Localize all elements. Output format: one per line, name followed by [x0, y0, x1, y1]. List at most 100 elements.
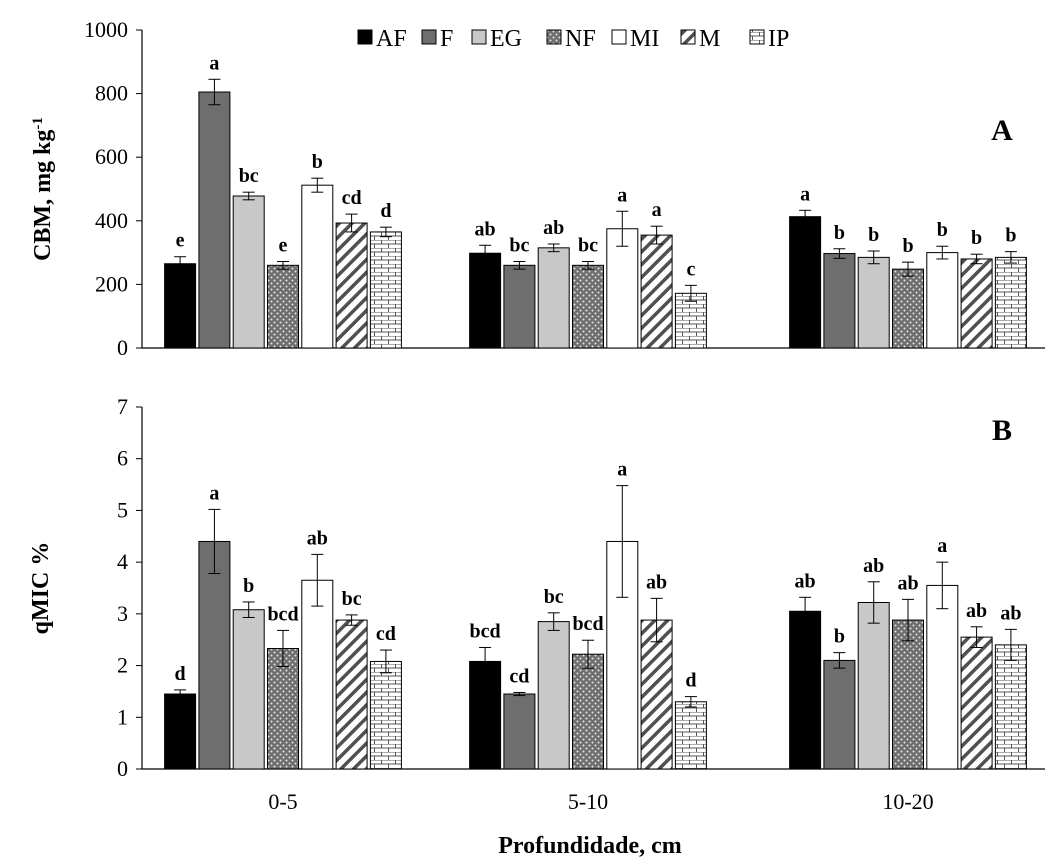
bar-eg-0-5-b	[232, 609, 265, 770]
bar-f-5-10-b	[503, 693, 536, 770]
bar-mi-0-5-a	[301, 184, 334, 349]
legend-swatch-af	[357, 29, 373, 45]
bar-af-0-5-b	[164, 693, 197, 770]
bar-af-5-10-b	[469, 660, 502, 770]
significance-letter-b: bc	[544, 586, 564, 608]
significance-letter-b: a	[937, 535, 947, 557]
significance-letter-b: ab	[646, 571, 667, 593]
y-tick-label-b: 5	[117, 497, 128, 522]
significance-letter-a: d	[380, 200, 391, 222]
significance-letter-b: d	[175, 663, 186, 685]
significance-letter-b: bc	[342, 588, 362, 610]
y-tick-label-a: 400	[95, 208, 128, 233]
legend-swatch-nf	[546, 29, 562, 45]
significance-letter-a: a	[209, 52, 219, 74]
bar-nf-0-5-b	[267, 648, 299, 770]
significance-letter-b: ab	[966, 600, 987, 622]
bar-af-5-10-a	[469, 252, 502, 349]
bar-eg-5-10-b	[537, 621, 570, 770]
significance-letter-a: c	[686, 258, 695, 280]
significance-letter-a: ab	[543, 217, 564, 239]
bar-f-10-20-b	[823, 659, 856, 770]
y-tick-label-b: 6	[117, 446, 128, 471]
significance-letter-b: a	[617, 459, 627, 481]
bar-ip-5-10-a	[674, 292, 707, 349]
y-tick-label-a: 1000	[84, 17, 128, 42]
bar-ip-10-20-a	[994, 256, 1027, 349]
bar-nf-5-10-b	[572, 653, 604, 770]
significance-letter-b: b	[834, 626, 845, 648]
significance-letter-b: ab	[307, 527, 328, 549]
bar-m-0-5-b	[335, 619, 368, 770]
x-axis-title: Profundidade, cm	[498, 833, 682, 859]
significance-letter-b: cd	[376, 623, 396, 645]
x-tick-label: 0-5	[268, 789, 297, 814]
bar-af-0-5-a	[164, 263, 197, 349]
legend-label-m: M	[699, 26, 720, 52]
y-tick-label-b: 2	[117, 653, 128, 678]
bar-eg-10-20-b	[857, 601, 890, 770]
y-tick-label-b: 3	[117, 601, 128, 626]
significance-letter-b: ab	[863, 555, 884, 577]
bar-mi-5-10-a	[606, 228, 639, 349]
legend-label-mi: MI	[630, 26, 659, 52]
significance-letter-a: b	[971, 227, 982, 249]
y-tick-label-a: 800	[95, 81, 128, 106]
bar-mi-10-20-a	[926, 252, 959, 349]
bar-eg-0-5-a	[232, 195, 265, 349]
bar-eg-5-10-a	[537, 247, 570, 349]
bar-eg-10-20-a	[857, 256, 890, 349]
significance-letter-b: bcd	[470, 620, 501, 642]
y-tick-label-b: 1	[117, 704, 128, 729]
significance-letter-a: b	[868, 224, 879, 246]
significance-letter-a: e	[176, 230, 185, 252]
y-axis-title-superscript: -1	[30, 117, 46, 130]
legend-label-ip: IP	[768, 26, 789, 52]
significance-letter-a: bc	[509, 235, 529, 257]
legend-swatch-mi	[611, 29, 627, 45]
bar-m-0-5-a	[335, 222, 368, 349]
bar-nf-10-20-b	[892, 619, 924, 770]
significance-letter-b: ab	[897, 572, 918, 594]
legend-label-af: AF	[376, 26, 407, 52]
significance-letter-b: a	[209, 482, 219, 504]
panel-label-a: A	[991, 114, 1013, 147]
bar-m-10-20-b	[960, 636, 993, 770]
significance-letter-a: a	[652, 199, 662, 221]
significance-letter-a: e	[279, 235, 288, 257]
legend: AF F EG NF MI M IP	[357, 26, 789, 52]
significance-letter-a: bc	[578, 235, 598, 257]
significance-letter-b: bcd	[572, 613, 603, 635]
bar-m-5-10-b	[640, 619, 673, 770]
bar-f-0-5-b	[198, 540, 231, 770]
bar-ip-0-5-a	[369, 231, 402, 349]
y-tick-label-b: 7	[117, 394, 128, 419]
y-tick-label-a: 0	[117, 335, 128, 360]
significance-letter-b: b	[243, 575, 254, 597]
y-tick-label-b: 4	[117, 549, 128, 574]
significance-letter-b: bcd	[267, 603, 298, 625]
legend-swatch-f	[421, 29, 437, 45]
y-axis-title-b: qMIC %	[28, 542, 54, 635]
significance-letter-a: a	[617, 184, 627, 206]
bar-mi-0-5-b	[301, 579, 334, 770]
bar-f-5-10-a	[503, 264, 536, 349]
y-tick-label-a: 200	[95, 271, 128, 296]
significance-letter-a: bc	[239, 165, 259, 187]
bar-m-5-10-a	[640, 234, 673, 349]
bar-ip-5-10-b	[674, 701, 707, 770]
y-tick-label-b: 0	[117, 756, 128, 781]
panel-label-b: B	[992, 414, 1012, 447]
legend-swatch-ip	[749, 29, 765, 45]
legend-swatch-m	[680, 29, 696, 45]
bar-mi-10-20-b	[926, 584, 959, 770]
significance-letter-a: b	[937, 219, 948, 241]
bar-af-10-20-b	[789, 610, 822, 770]
significance-letter-b: ab	[795, 570, 816, 592]
bar-nf-0-5-a	[267, 264, 299, 349]
significance-letter-a: a	[800, 183, 810, 205]
significance-letter-a: b	[1005, 225, 1016, 247]
